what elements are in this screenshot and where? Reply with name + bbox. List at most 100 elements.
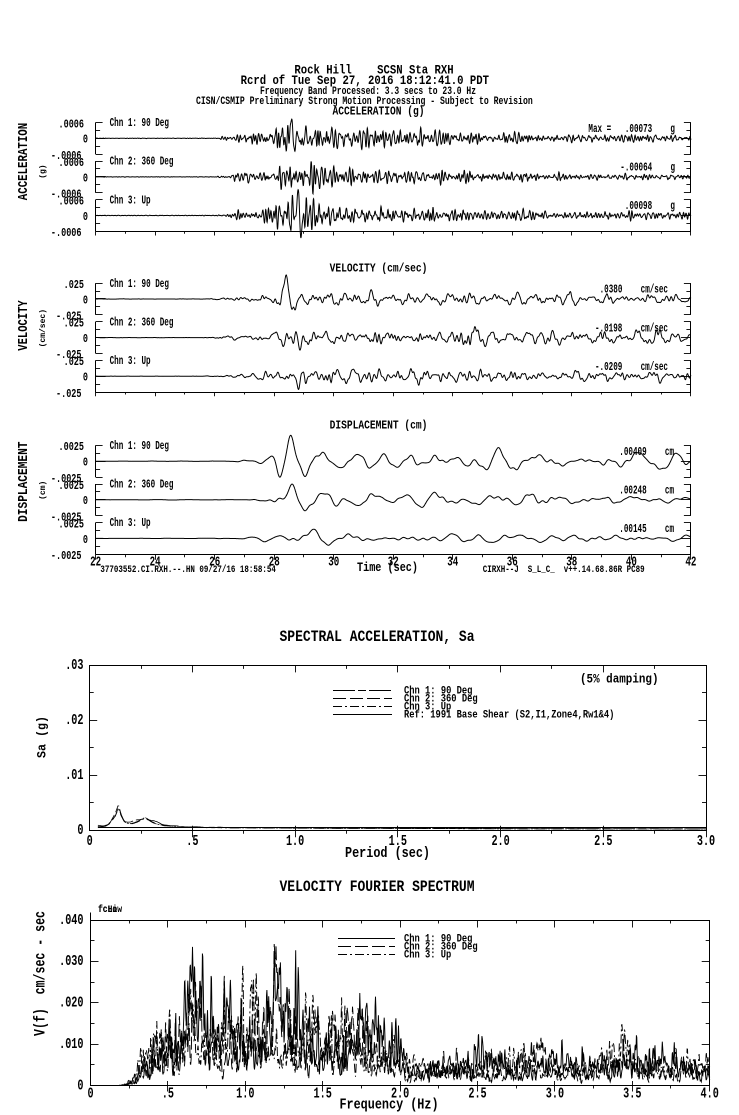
svg-text:Chn 3: Up: Chn 3: Up bbox=[110, 193, 151, 207]
svg-text:0: 0 bbox=[77, 1077, 83, 1094]
svg-text:.020: .020 bbox=[59, 995, 83, 1012]
svg-text:Chn 2: 360 Deg: Chn 2: 360 Deg bbox=[404, 694, 478, 706]
svg-text:ACCELERATION (g): ACCELERATION (g) bbox=[333, 105, 425, 119]
svg-text:.5: .5 bbox=[162, 1086, 174, 1103]
svg-text:Frequency (Hz): Frequency (Hz) bbox=[339, 1098, 438, 1114]
svg-text:Period (sec): Period (sec) bbox=[345, 846, 430, 862]
svg-text:Chn 2: 360 Deg: Chn 2: 360 Deg bbox=[110, 478, 174, 492]
svg-text:.025: .025 bbox=[64, 278, 84, 292]
svg-text:.0025: .0025 bbox=[59, 440, 85, 454]
svg-text:.0006: .0006 bbox=[59, 156, 85, 170]
svg-text:1.0: 1.0 bbox=[286, 833, 304, 850]
svg-text:36: 36 bbox=[507, 556, 518, 571]
svg-text:.00409 cm: .00409 cm bbox=[619, 445, 674, 459]
svg-text:Frequency Band Processed: 3.3: Frequency Band Processed: 3.3 secs to 23… bbox=[260, 86, 476, 98]
svg-text:Rcrd of Tue Sep 27, 2016 18:12: Rcrd of Tue Sep 27, 2016 18:12:41.0 PDT bbox=[241, 73, 490, 88]
svg-text:Rock Hill SCSN Sta RXH: Rock Hill SCSN Sta RXH bbox=[294, 63, 453, 78]
svg-text:40: 40 bbox=[626, 556, 637, 571]
svg-text:Chn 2: 360 Deg: Chn 2: 360 Deg bbox=[110, 155, 174, 169]
svg-text:V(f) cm/sec - sec: V(f) cm/sec - sec bbox=[31, 911, 49, 1036]
svg-text:Chn 1: 90 Deg: Chn 1: 90 Deg bbox=[110, 116, 169, 130]
svg-text:-.0198 cm/sec: -.0198 cm/sec bbox=[595, 321, 668, 335]
svg-text:.0006: .0006 bbox=[59, 195, 85, 209]
svg-text:-.0209 cm/sec: -.0209 cm/sec bbox=[595, 360, 668, 374]
svg-text:22: 22 bbox=[90, 556, 101, 571]
svg-text:VELOCITY: VELOCITY bbox=[17, 300, 32, 351]
svg-text:3.5: 3.5 bbox=[623, 1086, 641, 1103]
svg-text:1.0: 1.0 bbox=[236, 1086, 254, 1103]
svg-text:VELOCITY FOURIER SPECTRUM: VELOCITY FOURIER SPECTRUM bbox=[280, 878, 475, 896]
svg-text:4.0: 4.0 bbox=[701, 1086, 719, 1103]
svg-text:Chn 3: Up: Chn 3: Up bbox=[404, 950, 452, 962]
svg-text:(cm): (cm) bbox=[39, 481, 48, 500]
svg-text:Ref: 1991 Base Shear (S2,I1,Zo: Ref: 1991 Base Shear (S2,I1,Zone4,Rw1&4) bbox=[404, 710, 614, 722]
svg-text:30: 30 bbox=[328, 556, 339, 571]
svg-text:.00098 g: .00098 g bbox=[625, 199, 675, 213]
svg-text:fcLow: fcLow bbox=[98, 904, 122, 915]
svg-text:SPECTRAL ACCELERATION, Sa: SPECTRAL ACCELERATION, Sa bbox=[280, 628, 475, 646]
svg-text:DISPLACEMENT: DISPLACEMENT bbox=[17, 442, 32, 522]
svg-text:0: 0 bbox=[83, 456, 88, 470]
svg-text:38: 38 bbox=[566, 556, 577, 571]
svg-text:0: 0 bbox=[83, 171, 88, 185]
svg-text:.030: .030 bbox=[59, 953, 83, 970]
svg-text:0: 0 bbox=[83, 293, 88, 307]
svg-text:.0380 cm/sec: .0380 cm/sec bbox=[600, 283, 668, 297]
svg-text:(5% damping): (5% damping) bbox=[580, 672, 659, 687]
svg-text:Chn 2: 360 Deg: Chn 2: 360 Deg bbox=[110, 315, 174, 329]
svg-text:0: 0 bbox=[87, 1086, 93, 1103]
svg-text:28: 28 bbox=[269, 556, 280, 571]
svg-text:Chn 2: 360 Deg: Chn 2: 360 Deg bbox=[404, 942, 478, 954]
svg-text:Sa (g): Sa (g) bbox=[35, 716, 50, 758]
svg-text:0: 0 bbox=[83, 494, 88, 508]
svg-text:-.0006: -.0006 bbox=[51, 149, 82, 163]
svg-text:fcHi: fcHi bbox=[98, 904, 117, 915]
svg-text:-.025: -.025 bbox=[56, 387, 82, 401]
svg-text:-.0025: -.0025 bbox=[51, 549, 82, 563]
svg-text:26: 26 bbox=[209, 556, 220, 571]
svg-text:-.00064 g: -.00064 g bbox=[620, 161, 675, 175]
svg-text:37703552.CI.RXH.--.HN 09/27/16: 37703552.CI.RXH.--.HN 09/27/16 18:58:54 bbox=[100, 564, 276, 576]
svg-text:VELOCITY (cm/sec): VELOCITY (cm/sec) bbox=[330, 262, 428, 276]
svg-text:2.0: 2.0 bbox=[491, 833, 509, 850]
svg-text:.03: .03 bbox=[65, 657, 83, 674]
svg-text:3.0: 3.0 bbox=[546, 1086, 564, 1103]
svg-text:.025: .025 bbox=[64, 355, 84, 369]
svg-text:.0006: .0006 bbox=[59, 117, 85, 131]
svg-text:0: 0 bbox=[83, 332, 88, 346]
svg-text:.00248 cm: .00248 cm bbox=[619, 484, 674, 498]
svg-text:42: 42 bbox=[685, 556, 696, 571]
svg-text:(cm/sec): (cm/sec) bbox=[39, 309, 48, 347]
svg-text:34: 34 bbox=[447, 556, 458, 571]
svg-text:1.5: 1.5 bbox=[314, 1086, 332, 1103]
svg-text:-.025: -.025 bbox=[56, 310, 82, 324]
svg-text:ACCELERATION: ACCELERATION bbox=[17, 123, 32, 200]
svg-text:DISPLACEMENT (cm): DISPLACEMENT (cm) bbox=[330, 419, 428, 433]
svg-text:CISN/CSMIP Preliminary Strong: CISN/CSMIP Preliminary Strong Motion Pro… bbox=[196, 96, 533, 108]
svg-text:Chn 3: Up: Chn 3: Up bbox=[110, 354, 151, 368]
svg-text:2.5: 2.5 bbox=[468, 1086, 486, 1103]
svg-text:.02: .02 bbox=[65, 712, 83, 729]
svg-text:Max = .00073 g: Max = .00073 g bbox=[588, 122, 675, 136]
svg-text:CIRXH--J S_L_C_ v++.14.68.86: CIRXH--J S_L_C_ v++.14.68.86R PC89 bbox=[483, 565, 645, 576]
svg-text:32: 32 bbox=[388, 556, 399, 571]
svg-text:0: 0 bbox=[77, 822, 83, 839]
svg-text:0: 0 bbox=[83, 133, 88, 147]
svg-text:-.0025: -.0025 bbox=[51, 510, 82, 524]
svg-text:.0025: .0025 bbox=[59, 479, 85, 493]
svg-text:Time (sec): Time (sec) bbox=[357, 560, 418, 575]
svg-text:Chn 1: 90 Deg: Chn 1: 90 Deg bbox=[110, 439, 169, 453]
svg-text:3.0: 3.0 bbox=[697, 833, 715, 850]
svg-text:2.5: 2.5 bbox=[594, 833, 612, 850]
svg-text:.040: .040 bbox=[59, 912, 83, 929]
svg-text:Chn 3: Up: Chn 3: Up bbox=[404, 702, 452, 714]
svg-text:0: 0 bbox=[83, 371, 88, 385]
svg-text:-.025: -.025 bbox=[56, 348, 82, 362]
svg-text:.01: .01 bbox=[65, 767, 83, 784]
svg-text:.010: .010 bbox=[59, 1036, 83, 1053]
svg-text:(g): (g) bbox=[39, 164, 48, 178]
svg-text:0: 0 bbox=[83, 533, 88, 547]
svg-text:1.5: 1.5 bbox=[389, 833, 407, 850]
svg-text:Chn 1: 90 Deg: Chn 1: 90 Deg bbox=[110, 277, 169, 291]
svg-text:.5: .5 bbox=[186, 833, 198, 850]
